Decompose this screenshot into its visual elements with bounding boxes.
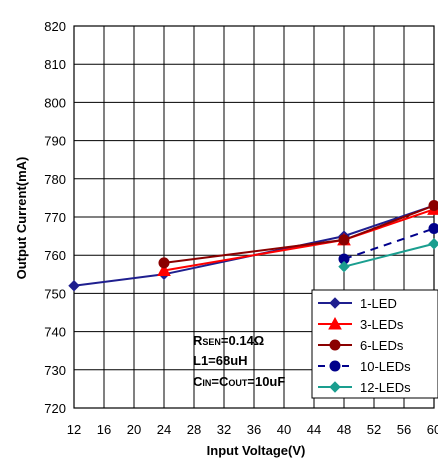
- series-3-leds: [157, 202, 438, 276]
- x-tick-label: 36: [247, 422, 261, 437]
- legend-item: 10-LEDs: [318, 359, 411, 374]
- y-tick-label: 770: [44, 210, 66, 225]
- annotation-cin-cout: CIN=COUT=10uF: [193, 374, 285, 389]
- data-point: [428, 238, 438, 250]
- x-tick-label: 24: [157, 422, 171, 437]
- y-tick-label: 800: [44, 95, 66, 110]
- legend-swatch-marker: [329, 381, 341, 393]
- series-group: [68, 199, 438, 292]
- y-tick-label: 760: [44, 248, 66, 263]
- legend-item: 6-LEDs: [318, 338, 404, 353]
- data-point: [158, 257, 170, 269]
- legend-swatch-marker: [329, 339, 341, 351]
- data-point: [338, 260, 350, 273]
- y-tick-label: 780: [44, 172, 66, 187]
- data-point: [428, 200, 438, 212]
- x-tick-label: 16: [97, 422, 111, 437]
- series-6-leds: [158, 200, 438, 269]
- legend-label: 3-LEDs: [360, 317, 404, 332]
- legend-item: 1-LED: [318, 296, 397, 311]
- plot-area: [73, 25, 435, 409]
- x-tick-label: 56: [397, 422, 411, 437]
- legend-label: 6-LEDs: [360, 338, 404, 353]
- data-point: [338, 234, 350, 246]
- legend-swatch-marker: [329, 360, 341, 372]
- x-tick-label: 28: [187, 422, 201, 437]
- y-tick-label: 810: [44, 57, 66, 72]
- data-point: [428, 222, 438, 234]
- data-point: [157, 263, 171, 276]
- y-tick-label: 790: [44, 134, 66, 149]
- y-tick-label: 730: [44, 363, 66, 378]
- condition-annotation: RSEN=0.14Ω L1=68uH CIN=COUT=10uF: [193, 333, 285, 389]
- legend-swatch-marker: [329, 297, 341, 309]
- series-12-leds: [338, 238, 438, 273]
- legend-label: 1-LED: [360, 296, 397, 311]
- y-tick-label: 750: [44, 286, 66, 301]
- x-tick-label: 44: [307, 422, 321, 437]
- legend-item: 3-LEDs: [318, 316, 404, 332]
- y-tick-label: 720: [44, 401, 66, 416]
- series-10-leds: [338, 222, 438, 265]
- x-tick-label: 48: [337, 422, 351, 437]
- legend-label: 12-LEDs: [360, 380, 411, 395]
- y-axis-label: Output Current(mA): [14, 157, 29, 280]
- x-tick-label: 40: [277, 422, 291, 437]
- legend-item: 12-LEDs: [318, 380, 411, 395]
- tick-labels: 12 16 20 24 28 32 36 40 44 48 52 56 60 720 730 740 750 76…: [44, 19, 438, 437]
- legend-label: 10-LEDs: [360, 359, 411, 374]
- x-axis-label: Input Voltage(V): [207, 443, 306, 458]
- series-line: [343, 227, 435, 260]
- legend-swatch-marker: [328, 316, 342, 330]
- x-tick-label: 32: [217, 422, 231, 437]
- legend: 1-LED 3-LEDs 6-LEDs 10-LEDs 12-LEDs: [311, 289, 438, 399]
- annotation-rsen: RSEN=0.14Ω: [193, 333, 264, 348]
- series-line: [343, 242, 435, 268]
- data-point: [68, 280, 80, 292]
- x-tick-label: 20: [127, 422, 141, 437]
- x-tick-label: 52: [367, 422, 381, 437]
- y-tick-label: 740: [44, 325, 66, 340]
- annotation-l1: L1=68uH: [193, 353, 248, 368]
- x-tick-label: 12: [67, 422, 81, 437]
- x-tick-label: 60: [427, 422, 438, 437]
- y-tick-label: 820: [44, 19, 66, 34]
